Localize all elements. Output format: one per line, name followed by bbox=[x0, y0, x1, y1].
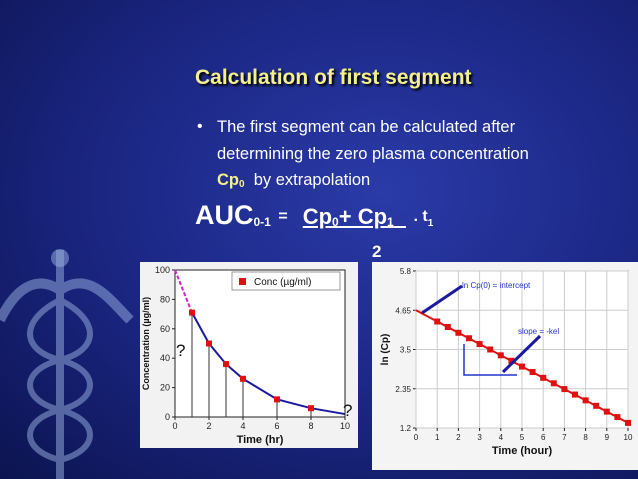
annotation: ln Cp(0) = intercept bbox=[462, 281, 531, 290]
data-point bbox=[519, 363, 525, 370]
legend-box bbox=[231, 271, 341, 291]
arrow bbox=[501, 334, 542, 374]
data-point bbox=[455, 329, 462, 336]
plot-area bbox=[174, 269, 346, 418]
y-tick-label: 5.8 bbox=[400, 267, 412, 276]
x-tick-label: 4 bbox=[240, 421, 245, 431]
y-axis-label: Concentration (µg/ml) bbox=[141, 297, 151, 390]
y-tick-label: 1.2 bbox=[400, 424, 412, 433]
denominator: 2 bbox=[372, 242, 382, 261]
data-point bbox=[274, 396, 280, 403]
annotation: ? bbox=[176, 341, 185, 360]
formula: AUC0-1 = Cp0+ Cp1 . t1 bbox=[195, 200, 433, 231]
data-point bbox=[614, 414, 621, 421]
data-point bbox=[625, 419, 631, 426]
annotation: slope = -kel bbox=[518, 327, 559, 336]
data-point bbox=[206, 340, 212, 347]
y-tick-label: 20 bbox=[160, 383, 170, 393]
data-point bbox=[582, 397, 589, 404]
bullet-line: Cp0 by extrapolation bbox=[217, 171, 370, 190]
x-tick-label: 2 bbox=[206, 421, 211, 431]
formula-part: + Cp bbox=[338, 204, 388, 229]
bullet-marker: • bbox=[197, 118, 203, 135]
x-tick-label: 1 bbox=[435, 433, 440, 442]
x-tick-label: 3 bbox=[477, 433, 482, 442]
data-point bbox=[593, 402, 600, 409]
subscript: 0 bbox=[239, 179, 245, 190]
data-point bbox=[487, 346, 494, 353]
data-point bbox=[434, 318, 441, 325]
formula-part: AUC bbox=[195, 200, 254, 230]
data-point bbox=[240, 375, 246, 382]
formula-part: Cp bbox=[302, 204, 333, 229]
slope-triangle bbox=[463, 344, 517, 376]
data-point bbox=[223, 361, 229, 368]
x-tick-label: 0 bbox=[172, 421, 177, 431]
title: Calculation of first segment bbox=[195, 66, 472, 89]
data-point bbox=[497, 352, 504, 359]
x-tick-label: 2 bbox=[456, 433, 461, 442]
x-tick-label: 8 bbox=[308, 421, 313, 431]
numerator: Cp0+ Cp1 bbox=[303, 204, 406, 229]
data-point bbox=[540, 374, 547, 381]
legend-swatch bbox=[239, 278, 246, 285]
x-tick-label: 4 bbox=[499, 433, 504, 442]
y-tick-label: 60 bbox=[160, 324, 170, 334]
y-axis-label: ln (Cp) bbox=[380, 334, 391, 366]
y-tick-label: 3.5 bbox=[400, 346, 412, 355]
data-point bbox=[561, 386, 568, 393]
data-point bbox=[189, 309, 195, 316]
x-tick-label: 7 bbox=[562, 433, 567, 442]
x-tick-label: 10 bbox=[340, 421, 350, 431]
y-tick-label: 40 bbox=[160, 353, 170, 363]
formula-part: . t bbox=[413, 208, 428, 225]
formula-sub: 0-1 bbox=[253, 215, 271, 229]
x-tick-label: 0 bbox=[414, 433, 419, 442]
data-point bbox=[529, 369, 536, 376]
y-tick-label: 100 bbox=[155, 265, 170, 275]
x-axis-label: Time (hr) bbox=[237, 434, 284, 446]
legend-label: Conc (µg/ml) bbox=[254, 277, 311, 288]
suffix: by extrapolation bbox=[253, 171, 371, 189]
data-point bbox=[508, 357, 515, 364]
data-point bbox=[444, 323, 451, 330]
data-point bbox=[466, 335, 472, 342]
y-tick-label: 80 bbox=[160, 294, 170, 304]
annotation: ? bbox=[343, 401, 352, 420]
bullet-text: determining the zero plasma concentratio… bbox=[217, 145, 529, 163]
arrow bbox=[421, 284, 463, 315]
x-axis-label: Time (hour) bbox=[492, 445, 553, 457]
x-tick-label: 9 bbox=[605, 433, 610, 442]
fit-line bbox=[174, 269, 193, 314]
formula-sub: 1 bbox=[427, 218, 434, 229]
data-point bbox=[308, 405, 314, 412]
data-point bbox=[550, 380, 557, 387]
data-point bbox=[476, 341, 483, 348]
data-point bbox=[572, 391, 578, 398]
x-tick-label: 6 bbox=[541, 433, 546, 442]
formula-sub: 0 bbox=[332, 215, 339, 229]
formula-sub: 1 bbox=[387, 215, 394, 229]
y-tick-label: 0 bbox=[165, 412, 170, 422]
formula-part: = bbox=[278, 208, 288, 225]
x-tick-label: 6 bbox=[274, 421, 279, 431]
y-tick-label: 4.65 bbox=[395, 306, 411, 315]
x-tick-label: 8 bbox=[583, 433, 588, 442]
bullet-text: The first segment can be calculated afte… bbox=[217, 118, 516, 136]
x-tick-label: 5 bbox=[520, 433, 525, 442]
data-point bbox=[603, 408, 610, 415]
y-tick-label: 2.35 bbox=[395, 385, 411, 394]
symbol: Cp bbox=[217, 171, 239, 189]
x-tick-label: 10 bbox=[624, 433, 633, 442]
